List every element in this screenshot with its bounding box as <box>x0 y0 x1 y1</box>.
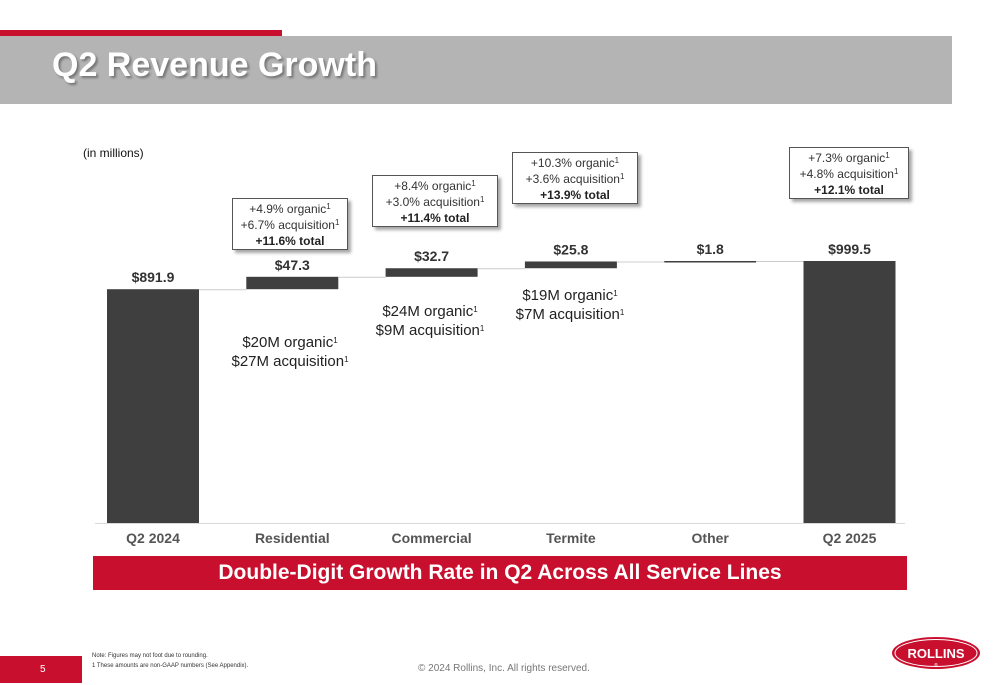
value-label-residential: $47.3 <box>275 257 310 273</box>
bar-termite <box>524 261 617 269</box>
category-label-residential: Residential <box>255 530 330 546</box>
page-number: 5 <box>0 656 82 683</box>
callout-commercial: +8.4% organic1 +3.0% acquisition1 +11.4%… <box>372 175 498 227</box>
value-label-other: $1.8 <box>697 241 724 257</box>
note-residential: $20M organic1 $27M acquisition1 <box>231 334 349 370</box>
bar-commercial <box>385 268 478 277</box>
callout-residential: +4.9% organic1 +6.7% acquisition1 +11.6%… <box>232 198 348 250</box>
footnotes: Note: Figures may not foot due to roundi… <box>92 651 248 671</box>
value-label-termite: $25.8 <box>553 241 588 257</box>
value-label-commercial: $32.7 <box>414 248 449 264</box>
bar-other <box>664 261 757 263</box>
bar-residential <box>246 276 339 290</box>
top-accent-bar <box>0 30 282 36</box>
category-label-commercial: Commercial <box>392 530 472 546</box>
footnote-non-gaap: 1 These amounts are non-GAAP numbers (Se… <box>92 663 249 669</box>
growth-banner: Double-Digit Growth Rate in Q2 Across Al… <box>93 556 907 590</box>
category-label-other: Other <box>692 530 730 546</box>
title-bar <box>0 36 952 104</box>
logo-text: ROLLINS <box>907 646 964 661</box>
category-label-q2-2025: Q2 2025 <box>823 530 877 546</box>
category-label-q2-2024: Q2 2024 <box>126 530 180 546</box>
units-label: (in millions) <box>83 146 144 160</box>
bar-q2-2024 <box>107 289 199 523</box>
rollins-logo: ROLLINS ® <box>892 637 980 669</box>
logo-mark: ® <box>934 662 938 669</box>
footnote-rounding: Note: Figures may not foot due to roundi… <box>92 653 208 659</box>
page-title: Q2 Revenue Growth <box>52 46 377 84</box>
value-label-q2-2024: $891.9 <box>132 269 175 285</box>
callout-q2-2025: +7.3% organic1 +4.8% acquisition1 +12.1%… <box>789 147 909 199</box>
callout-termite: +10.3% organic1 +3.6% acquisition1 +13.9… <box>512 152 638 204</box>
copyright: © 2024 Rollins, Inc. All rights reserved… <box>418 663 590 674</box>
note-termite: $19M organic1 $7M acquisition1 <box>515 287 625 323</box>
category-label-termite: Termite <box>546 530 596 546</box>
value-label-q2-2025: $999.5 <box>828 241 871 257</box>
note-commercial: $24M organic1 $9M acquisition1 <box>375 303 485 339</box>
bar-q2-2025 <box>803 261 896 523</box>
